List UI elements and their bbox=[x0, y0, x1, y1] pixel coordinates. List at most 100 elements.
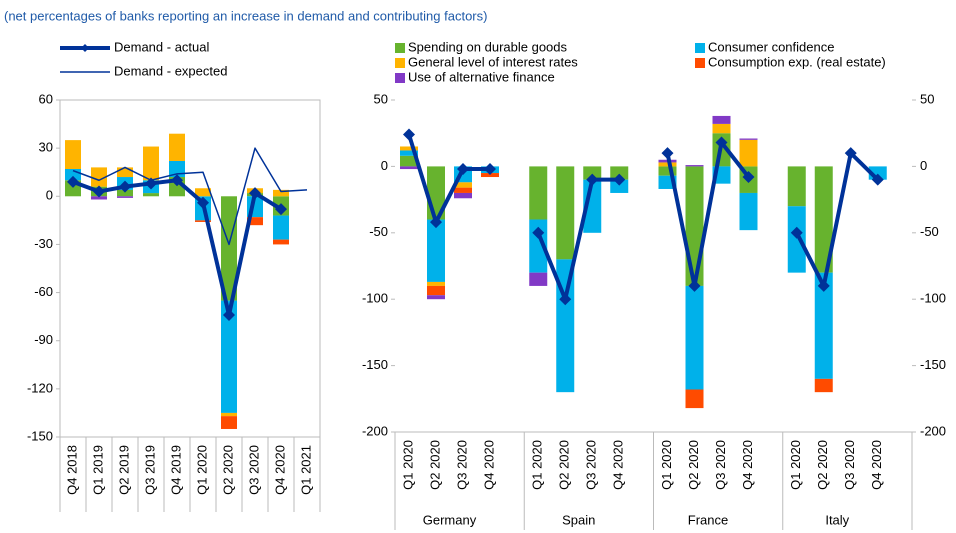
bar-segment bbox=[117, 196, 133, 198]
line-marker bbox=[249, 187, 261, 200]
bar-segment bbox=[529, 272, 548, 286]
line-marker bbox=[817, 279, 830, 292]
line-marker bbox=[613, 173, 626, 186]
line-marker bbox=[275, 203, 287, 216]
bar-segment bbox=[400, 166, 418, 170]
line-marker bbox=[67, 175, 79, 188]
bar-segment bbox=[610, 179, 629, 193]
bar-segment bbox=[195, 220, 211, 222]
line-marker bbox=[119, 180, 131, 193]
bar-segment bbox=[427, 281, 445, 286]
x-tick-label: Q3 2019 bbox=[142, 445, 157, 495]
x-tick-label: Q2 2019 bbox=[116, 445, 131, 495]
bar-segment bbox=[454, 192, 472, 199]
bar-segment bbox=[143, 193, 159, 197]
y-tick-label: -30 bbox=[34, 236, 53, 251]
x-tick-label: Q3 2020 bbox=[454, 440, 469, 490]
x-tick-label: Q3 2020 bbox=[842, 440, 857, 490]
bar-segment bbox=[658, 166, 677, 176]
line-series bbox=[665, 140, 751, 288]
x-tick-label: Q4 2018 bbox=[64, 445, 79, 495]
y2-tick-label: 50 bbox=[920, 91, 934, 106]
bar-segment bbox=[658, 162, 677, 167]
x-tick-label: Q4 2020 bbox=[481, 440, 496, 490]
line-marker bbox=[484, 163, 496, 176]
bar-segment bbox=[610, 166, 629, 180]
x-tick-label: Q2 2020 bbox=[686, 440, 701, 490]
bar-segment bbox=[427, 295, 445, 300]
line-series bbox=[72, 147, 308, 246]
x-tick-label: Q3 2020 bbox=[584, 440, 599, 490]
legend-label: Demand - actual bbox=[114, 39, 209, 54]
x-tick-label: Q2 2020 bbox=[557, 440, 572, 490]
legend-swatch bbox=[395, 73, 405, 83]
line-marker bbox=[586, 173, 599, 186]
y-tick-label: 50 bbox=[374, 91, 388, 106]
bar-segment bbox=[739, 192, 758, 231]
y-tick-label: 60 bbox=[39, 91, 53, 106]
plot-frame bbox=[59, 99, 321, 438]
y-tick-label: -60 bbox=[34, 284, 53, 299]
group-label: Spain bbox=[562, 512, 595, 527]
y-tick-label: -50 bbox=[369, 224, 388, 239]
bar-segment bbox=[739, 139, 758, 167]
legend-label: General level of interest rates bbox=[408, 54, 578, 69]
bar-segment bbox=[712, 115, 731, 124]
bar-segment bbox=[685, 285, 704, 390]
line-marker bbox=[532, 226, 545, 239]
line-marker bbox=[145, 177, 157, 190]
bar-segment bbox=[65, 169, 81, 181]
bar-segment bbox=[712, 123, 731, 134]
line-marker bbox=[559, 293, 572, 306]
legend-label: Consumer confidence bbox=[708, 39, 834, 54]
bar-segment bbox=[787, 206, 806, 273]
y-tick-label: -150 bbox=[27, 428, 53, 443]
bar-segment bbox=[814, 272, 833, 379]
y2-tick-label: -200 bbox=[920, 423, 946, 438]
bar-segment bbox=[221, 196, 237, 301]
legend-swatch bbox=[695, 58, 705, 68]
y-tick-label: 0 bbox=[46, 188, 53, 203]
x-tick-label: Q4 2020 bbox=[272, 445, 287, 495]
x-tick-label: Q2 2020 bbox=[427, 440, 442, 490]
bar-segment bbox=[117, 189, 133, 197]
bar-segment bbox=[739, 138, 758, 140]
y-tick-label: 30 bbox=[39, 140, 53, 155]
bar-segment bbox=[400, 146, 418, 151]
bar-segment bbox=[91, 167, 107, 187]
bar-segment bbox=[169, 133, 185, 161]
line-marker bbox=[93, 185, 105, 198]
y-tick-label: -90 bbox=[34, 332, 53, 347]
y-tick-label: -120 bbox=[27, 380, 53, 395]
y-tick-label: -150 bbox=[362, 357, 388, 372]
bar-segment bbox=[91, 196, 107, 200]
x-tick-label: Q1 2020 bbox=[400, 440, 415, 490]
y2-tick-label: -100 bbox=[920, 291, 946, 306]
chart-subtitle: (net percentages of banks reporting an i… bbox=[4, 8, 487, 23]
group-label: France bbox=[688, 512, 728, 527]
group-label: Germany bbox=[423, 512, 477, 527]
line-marker bbox=[430, 216, 442, 229]
bar-segment bbox=[273, 239, 289, 245]
legend-swatch bbox=[395, 43, 405, 53]
bar-segment bbox=[143, 146, 159, 181]
x-tick-label: Q1 2020 bbox=[194, 445, 209, 495]
bar-segment bbox=[273, 215, 289, 240]
x-tick-label: Q3 2020 bbox=[246, 445, 261, 495]
bar-segment bbox=[273, 189, 289, 197]
x-tick-label: Q1 2021 bbox=[298, 445, 313, 495]
bar-segment bbox=[787, 166, 806, 207]
bar-segment bbox=[427, 285, 445, 296]
y-tick-label: 0 bbox=[381, 158, 388, 173]
x-tick-label: Q1 2020 bbox=[659, 440, 674, 490]
bar-segment bbox=[685, 166, 704, 286]
line-marker bbox=[742, 171, 755, 184]
legend-marker bbox=[81, 44, 89, 52]
x-tick-label: Q2 2020 bbox=[815, 440, 830, 490]
bar-segment bbox=[427, 219, 445, 282]
line-marker bbox=[661, 147, 674, 160]
line-marker bbox=[715, 136, 728, 149]
line-marker bbox=[790, 226, 803, 239]
y-tick-label: -200 bbox=[362, 423, 388, 438]
